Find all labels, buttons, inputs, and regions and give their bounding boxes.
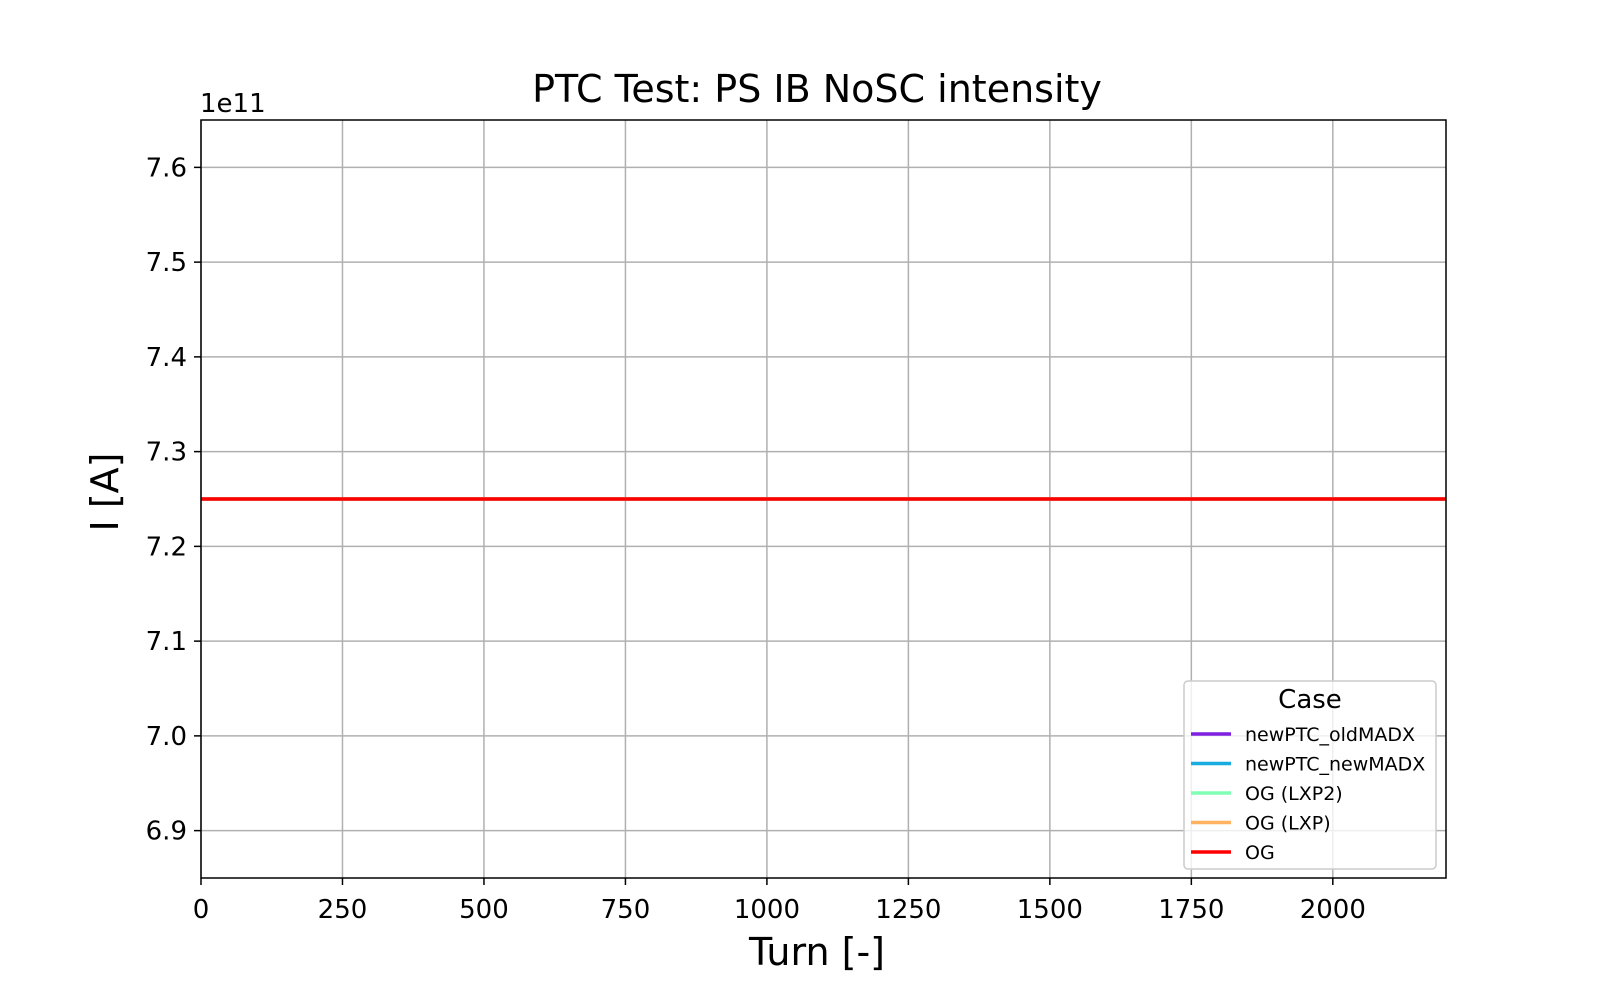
legend-entry: OG — [1245, 842, 1275, 864]
y-tick-label: 7.6 — [146, 153, 187, 183]
legend-entry: newPTC_newMADX — [1245, 754, 1425, 776]
legend: Case newPTC_oldMADX newPTC_newMADX OG (LXP… — [1183, 680, 1437, 870]
x-tick-label: 1750 — [1158, 895, 1224, 925]
x-tick-label: 250 — [318, 895, 368, 925]
legend-entry: OG (LXP2) — [1245, 783, 1343, 805]
x-tick-label: 750 — [601, 895, 651, 925]
y-tick-label: 7.0 — [146, 722, 187, 752]
x-tick-label: 1250 — [875, 895, 941, 925]
y-axis-ticks: 6.9 7.0 7.1 7.2 7.3 7.4 7.5 7.6 — [146, 153, 201, 847]
y-offset-label: 1e11 — [200, 89, 266, 119]
y-tick-label: 7.2 — [146, 532, 187, 562]
legend-box — [1183, 680, 1437, 870]
x-tick-label: 2000 — [1300, 895, 1366, 925]
y-tick-label: 6.9 — [146, 817, 187, 847]
chart-title: PTC Test: PS IB NoSC intensity — [532, 67, 1102, 111]
x-axis-label: Turn [-] — [748, 930, 885, 974]
y-tick-label: 7.5 — [146, 248, 187, 278]
legend-title: Case — [1278, 685, 1342, 715]
x-axis-ticks: 0 250 500 750 1000 1250 1500 1750 2000 — [193, 878, 1366, 925]
x-tick-label: 1000 — [734, 895, 800, 925]
y-tick-label: 7.1 — [146, 627, 187, 657]
legend-entry: newPTC_oldMADX — [1245, 724, 1415, 746]
x-tick-label: 0 — [193, 895, 210, 925]
x-tick-label: 1500 — [1017, 895, 1083, 925]
y-tick-label: 7.3 — [146, 438, 187, 468]
x-tick-label: 500 — [459, 895, 509, 925]
y-axis-label: I [A] — [83, 453, 127, 532]
y-tick-label: 7.4 — [146, 343, 187, 373]
legend-entry: OG (LXP) — [1245, 813, 1331, 835]
plot-frame — [200, 119, 1447, 879]
